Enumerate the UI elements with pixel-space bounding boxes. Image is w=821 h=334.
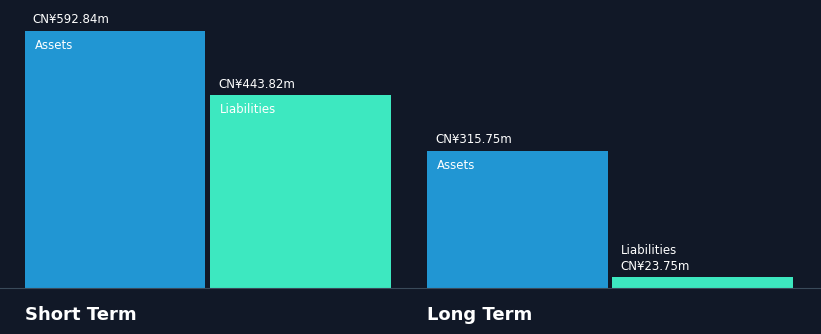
Text: CN¥23.75m: CN¥23.75m	[621, 260, 690, 273]
Bar	[25, 31, 205, 288]
Text: CN¥592.84m: CN¥592.84m	[33, 13, 110, 26]
Bar	[427, 151, 608, 288]
Text: Short Term: Short Term	[25, 306, 136, 324]
Text: Assets: Assets	[437, 159, 475, 172]
Text: Long Term: Long Term	[427, 306, 532, 324]
Text: Assets: Assets	[34, 38, 73, 51]
Text: Liabilities: Liabilities	[220, 103, 277, 116]
Text: CN¥315.75m: CN¥315.75m	[435, 133, 511, 146]
Bar	[612, 278, 793, 288]
Bar	[210, 96, 391, 288]
Text: Liabilities: Liabilities	[621, 244, 677, 258]
Text: CN¥443.82m: CN¥443.82m	[218, 78, 296, 91]
